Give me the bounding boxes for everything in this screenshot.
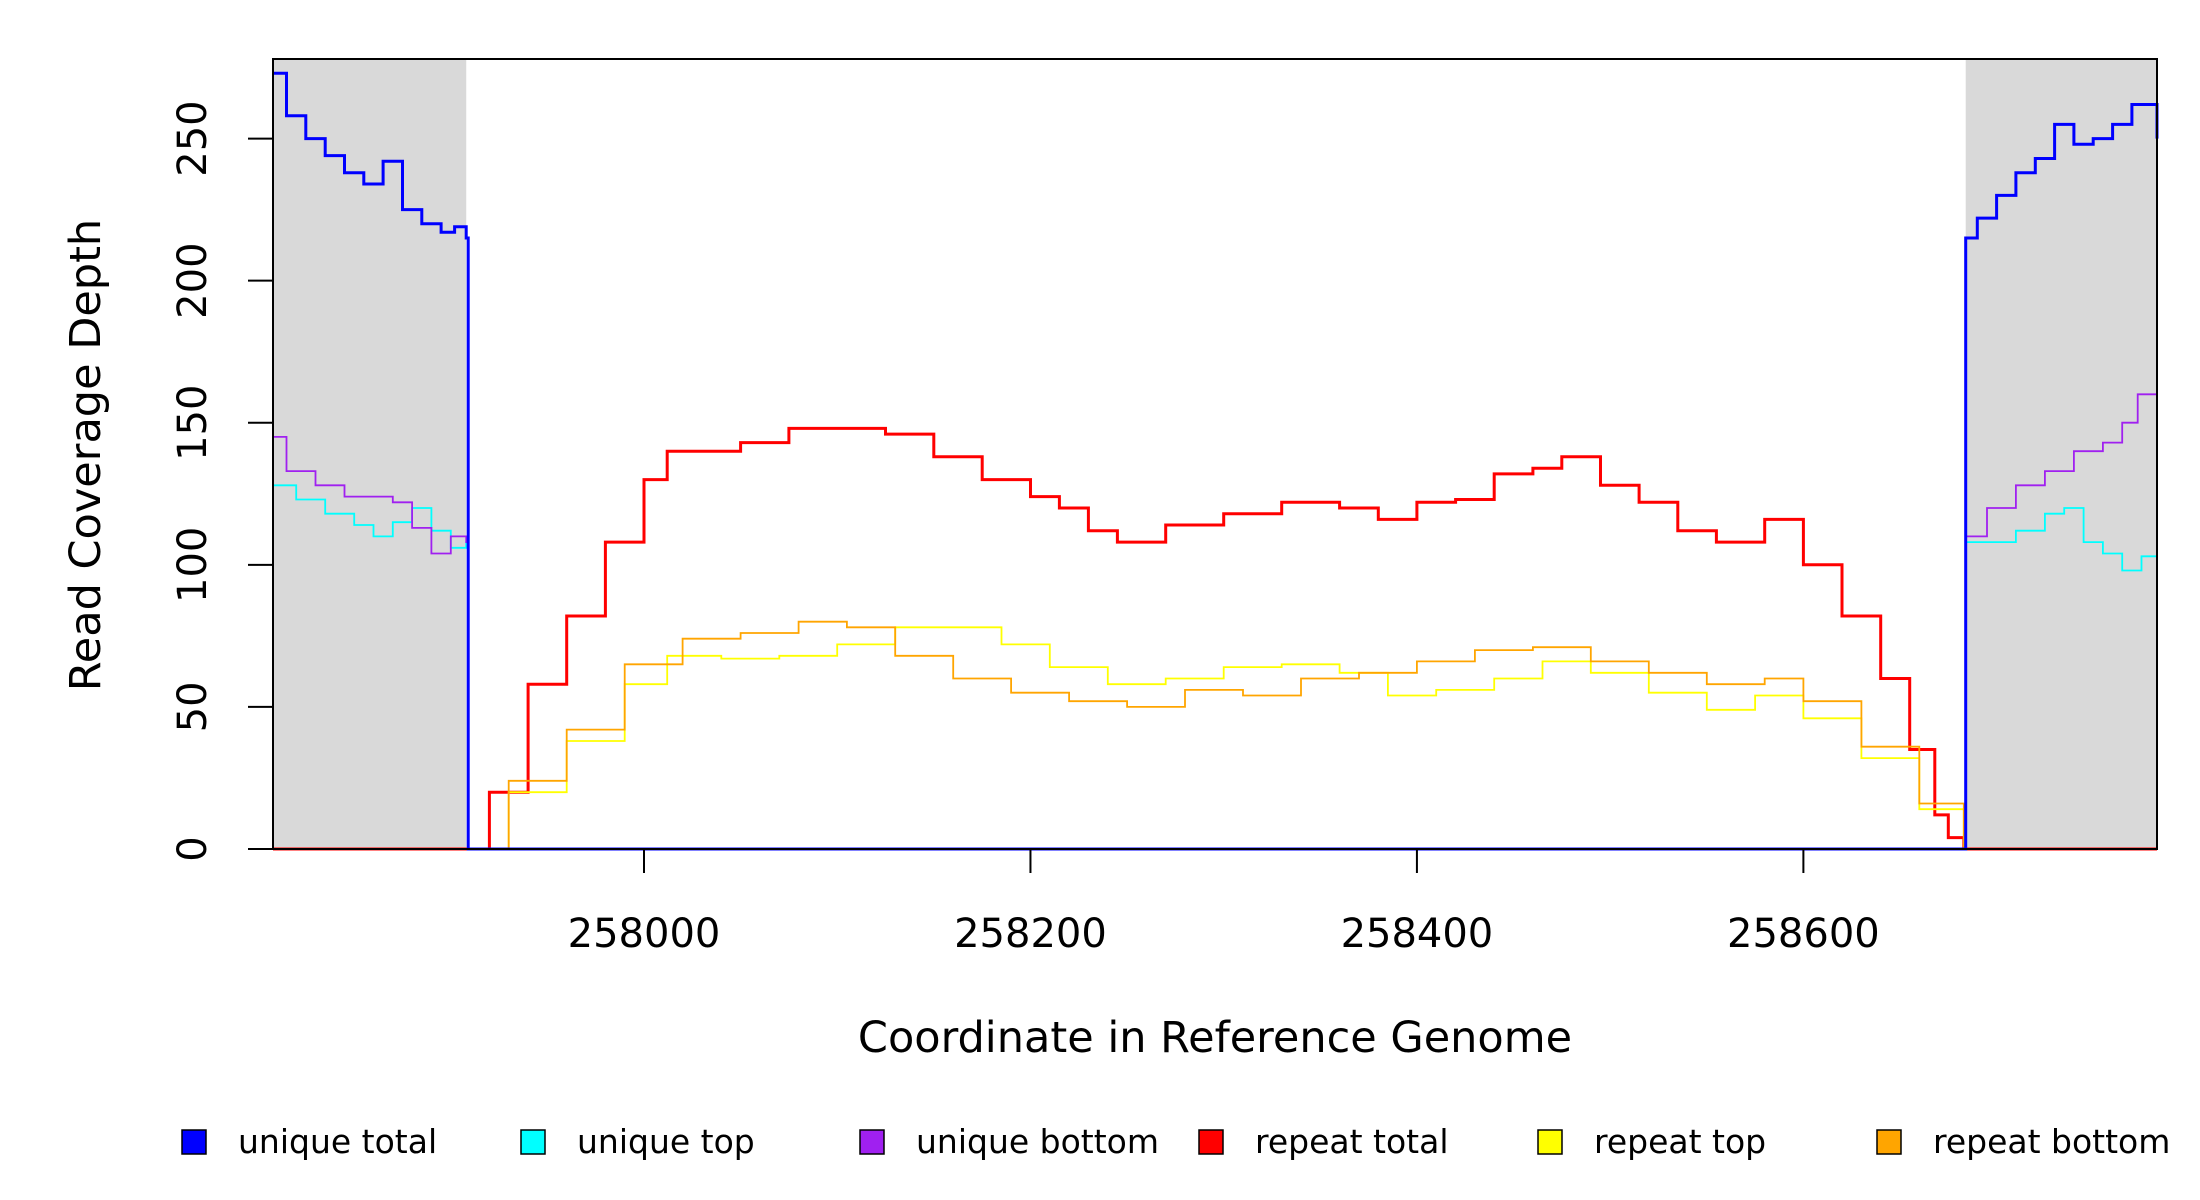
legend: unique total unique top unique bottom repea…	[181, 1122, 2170, 1161]
y-tick-label: 150	[170, 385, 216, 461]
legend-label: repeat bottom	[1933, 1122, 2170, 1161]
x-axis-title: Coordinate in Reference Genome	[858, 1013, 1572, 1063]
shaded-regions	[273, 59, 2157, 849]
legend-entry-repeat-top: repeat top	[1537, 1122, 1766, 1161]
legend-entry-unique-bottom: unique bottom	[859, 1122, 1159, 1161]
series-line-repeat-top	[273, 626, 2157, 850]
legend-swatch	[1198, 1129, 1224, 1155]
y-tick-label: 100	[170, 527, 216, 603]
legend-swatch	[1876, 1129, 1902, 1155]
y-tick-label: 200	[170, 242, 216, 318]
legend-entry-unique-total: unique total	[181, 1122, 437, 1161]
legend-swatch	[1537, 1129, 1563, 1155]
series-line-repeat-total	[273, 426, 2157, 851]
x-tick-label: 258400	[1341, 911, 1494, 957]
shaded-region-2	[1965, 59, 2157, 849]
legend-label: repeat top	[1594, 1122, 1766, 1161]
y-tick-label: 250	[170, 100, 216, 176]
legend-swatch	[520, 1129, 546, 1155]
y-tick-label: 50	[170, 681, 216, 732]
series-line-unique-total	[273, 71, 2159, 851]
x-tick-label: 258000	[568, 911, 721, 957]
x-tick-label: 258600	[1727, 911, 1880, 957]
series-lines	[273, 71, 2159, 851]
y-tick-label: 0	[170, 836, 216, 861]
legend-swatch	[859, 1129, 885, 1155]
series-line-repeat-bottom	[273, 620, 2157, 850]
plot-frame	[272, 58, 2158, 850]
legend-swatch	[181, 1129, 207, 1155]
x-axis: 258000 258200 258400 258600	[568, 849, 1880, 957]
legend-label: unique total	[238, 1122, 437, 1161]
legend-entry-repeat-total: repeat total	[1198, 1122, 1449, 1161]
legend-entry-repeat-bottom: repeat bottom	[1876, 1122, 2170, 1161]
y-axis: 0 50 100 150 200 250	[170, 100, 273, 862]
y-axis-title: Read Coverage Depth	[61, 219, 111, 691]
legend-entry-unique-top: unique top	[520, 1122, 755, 1161]
legend-label: unique top	[577, 1122, 755, 1161]
x-tick-label: 258200	[954, 911, 1107, 957]
series-line-unique-top	[273, 484, 2158, 850]
legend-label: repeat total	[1255, 1122, 1449, 1161]
legend-label: unique bottom	[916, 1122, 1159, 1161]
shaded-region-1	[273, 59, 467, 849]
